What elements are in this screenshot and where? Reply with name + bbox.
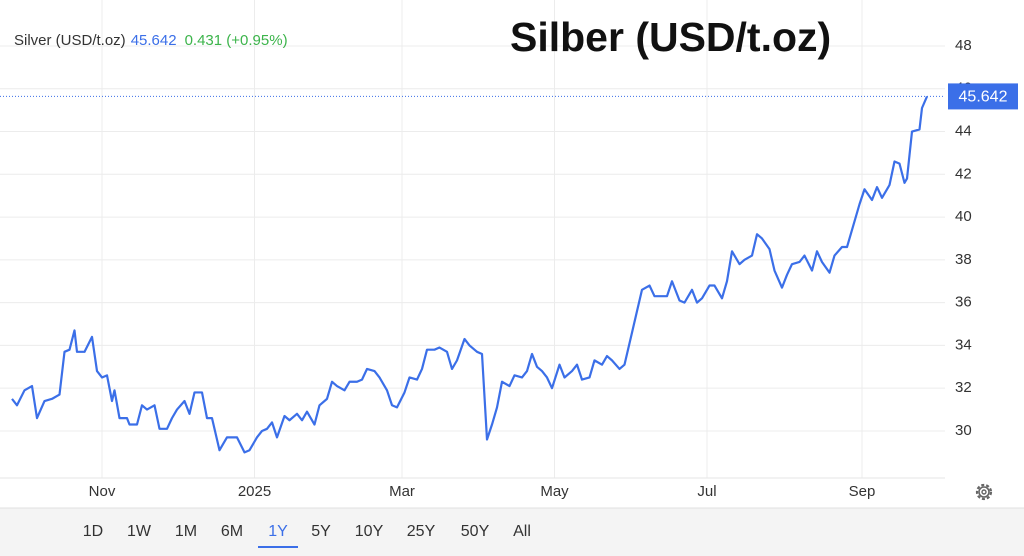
y-tick-label: 30 — [955, 422, 972, 439]
y-tick-label: 34 — [955, 336, 972, 353]
y-tick-label: 42 — [955, 165, 972, 182]
legend-change: 0.431 (+0.95%) — [185, 32, 288, 49]
settings-icon[interactable] — [975, 483, 993, 501]
range-tab[interactable]: All — [513, 523, 531, 540]
range-tab[interactable]: 6M — [221, 523, 243, 540]
active-tab-underline — [258, 546, 298, 548]
range-tab[interactable]: 25Y — [407, 523, 436, 540]
x-tick-label: May — [540, 483, 569, 500]
y-tick-label: 48 — [955, 37, 972, 54]
range-toolbar — [0, 508, 1024, 556]
gear-ring — [978, 486, 990, 498]
x-tick-label: 2025 — [238, 483, 271, 500]
range-tab[interactable]: 10Y — [355, 523, 384, 540]
y-tick-label: 40 — [955, 208, 972, 225]
gear-hub — [981, 489, 987, 495]
y-tick-label: 32 — [955, 379, 972, 396]
legend: Silver (USD/t.oz) 45.642 0.431 (+0.95%) — [14, 32, 288, 49]
last-price-label: 45.642 — [959, 89, 1008, 106]
range-tab[interactable]: 1W — [127, 523, 152, 540]
legend-name: Silver (USD/t.oz) — [14, 32, 126, 49]
range-tab[interactable]: 5Y — [311, 523, 331, 540]
x-tick-label: Sep — [849, 483, 876, 500]
y-tick-label: 38 — [955, 251, 972, 268]
price-line — [11, 95, 929, 454]
x-tick-label: Jul — [697, 483, 716, 500]
range-tab[interactable]: 50Y — [461, 523, 490, 540]
x-tick-label: Mar — [389, 483, 415, 500]
x-tick-label: Nov — [89, 483, 116, 500]
range-tab[interactable]: 1M — [175, 523, 197, 540]
legend-last-value: 45.642 — [131, 32, 177, 49]
y-tick-label: 44 — [955, 122, 972, 139]
gear-teeth — [975, 483, 993, 501]
last-price-tag — [948, 83, 1018, 110]
y-tick-label: 36 — [955, 294, 972, 311]
range-tab[interactable]: 1D — [83, 523, 103, 540]
chart-title: Silber (USD/t.oz) — [510, 14, 831, 60]
range-tab[interactable]: 1Y — [268, 523, 288, 540]
